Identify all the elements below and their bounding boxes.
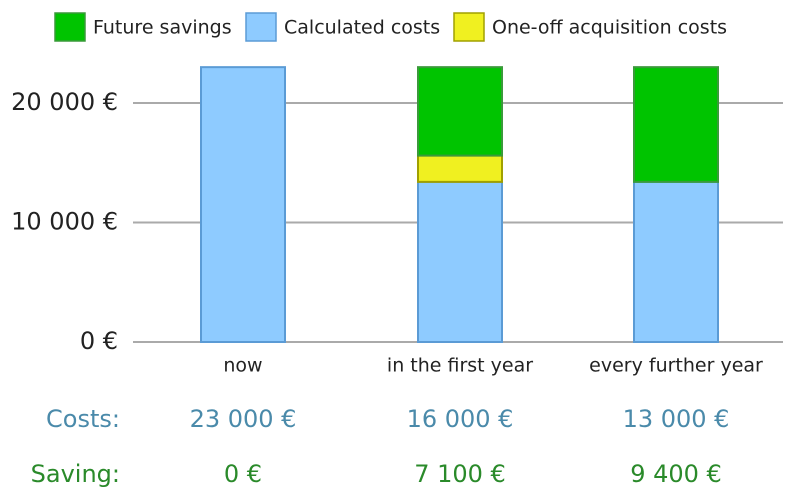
x-tick-label: in the first year <box>387 355 533 377</box>
y-tick-label: 20 000 € <box>11 88 118 116</box>
legend-label: Future savings <box>93 17 232 39</box>
bar-segment <box>633 66 719 183</box>
legend-label: Calculated costs <box>284 17 440 39</box>
cell-value: 16 000 € <box>407 405 514 433</box>
bar-segment <box>417 154 503 183</box>
bar-segment <box>417 66 503 157</box>
cell-value: 23 000 € <box>190 405 297 433</box>
legend-label: One-off acquisition costs <box>492 17 727 39</box>
x-tick-label: now <box>223 355 262 377</box>
cell-value: 0 € <box>224 460 262 488</box>
legend-swatch <box>453 12 485 42</box>
bar-segment <box>200 66 286 344</box>
y-tick-label: 10 000 € <box>11 208 118 236</box>
row-label: Saving: <box>31 460 120 488</box>
y-tick-label: 0 € <box>80 327 118 355</box>
cell-value: 13 000 € <box>623 405 730 433</box>
bar-segment <box>417 180 503 343</box>
cell-value: 9 400 € <box>630 460 722 488</box>
legend-swatch <box>245 12 277 42</box>
cell-value: 7 100 € <box>414 460 506 488</box>
bar-segment <box>633 180 719 343</box>
legend-swatch <box>54 12 86 42</box>
x-tick-label: every further year <box>589 355 763 377</box>
row-label: Costs: <box>46 405 120 433</box>
